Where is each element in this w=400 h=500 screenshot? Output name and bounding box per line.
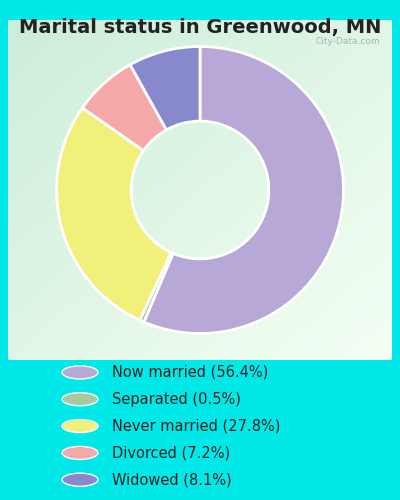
Wedge shape [140,252,173,322]
Circle shape [62,420,98,432]
Text: Marital status in Greenwood, MN: Marital status in Greenwood, MN [19,18,381,36]
Circle shape [62,446,98,460]
Wedge shape [56,108,171,320]
Text: City-Data.com: City-Data.com [316,37,380,46]
Circle shape [62,473,98,486]
Text: Widowed (8.1%): Widowed (8.1%) [112,472,232,487]
Wedge shape [130,46,200,130]
Wedge shape [144,46,344,334]
Text: Divorced (7.2%): Divorced (7.2%) [112,446,230,460]
Text: Now married (56.4%): Now married (56.4%) [112,365,268,380]
Circle shape [62,366,98,379]
Text: Never married (27.8%): Never married (27.8%) [112,418,280,434]
Circle shape [62,392,98,406]
Text: Separated (0.5%): Separated (0.5%) [112,392,241,406]
Wedge shape [82,64,166,150]
